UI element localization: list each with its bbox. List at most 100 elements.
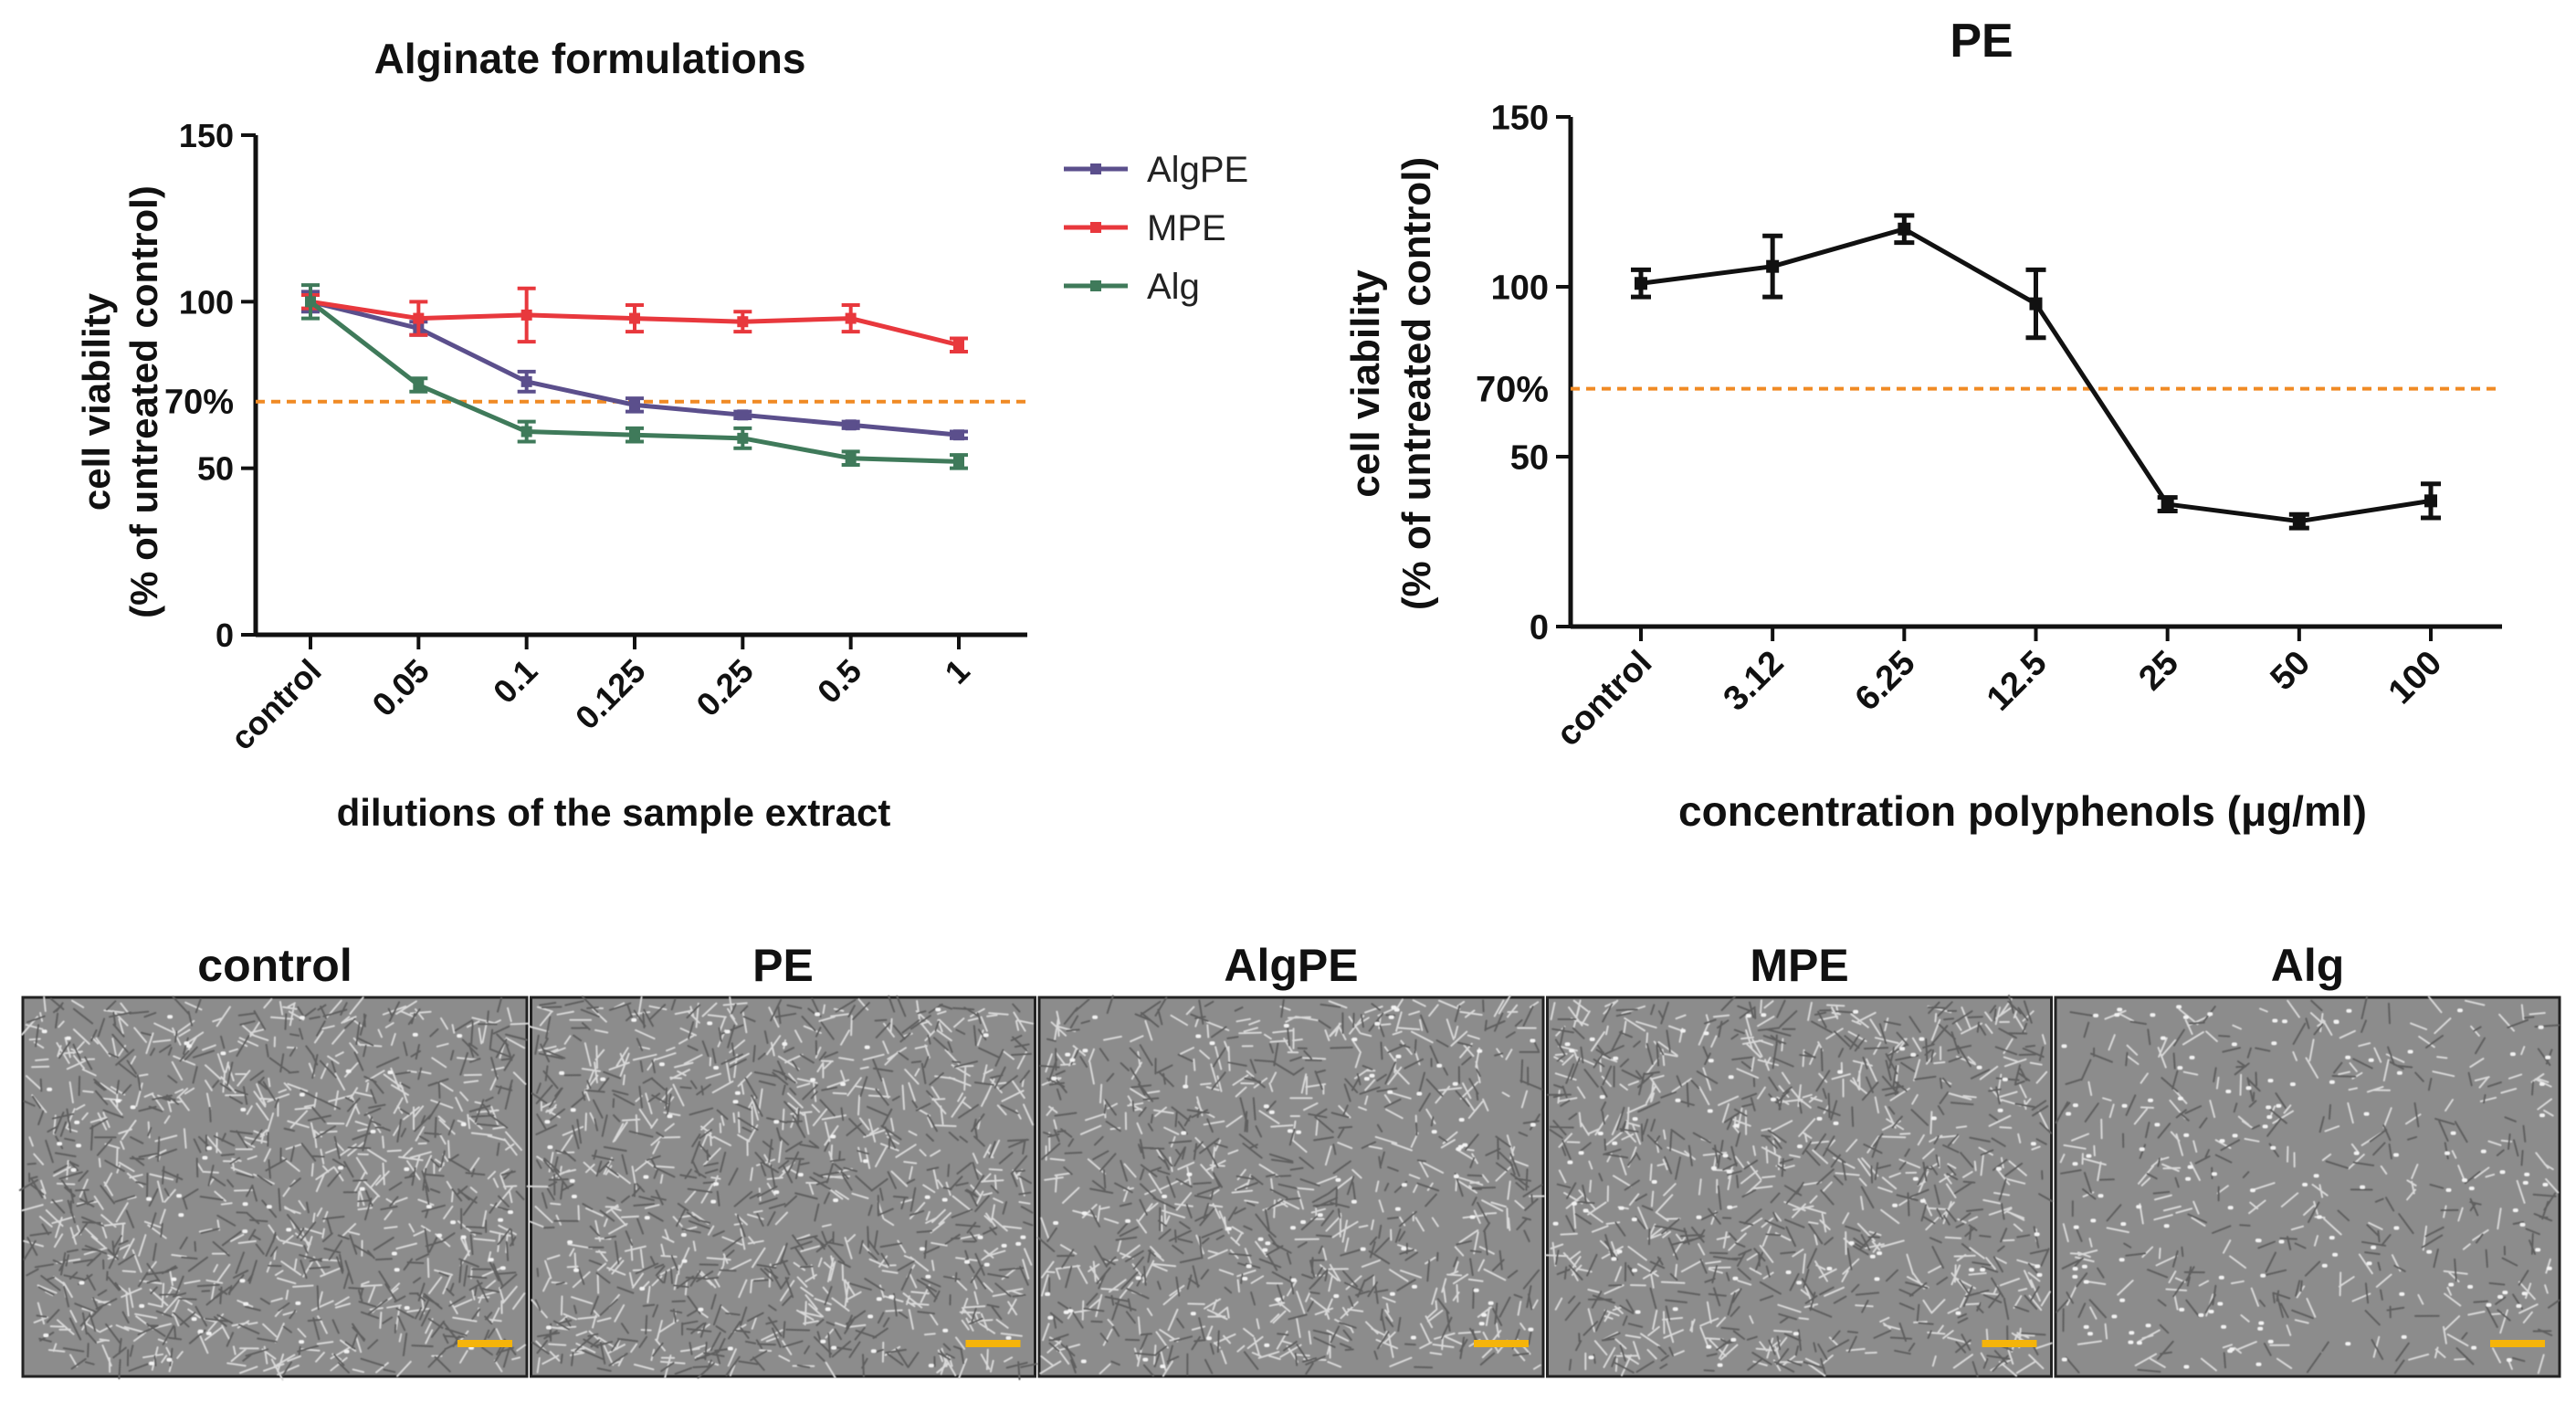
- alginate-threshold: 70%: [164, 384, 1027, 422]
- legend-label: AlgPE: [1147, 150, 1248, 190]
- pe-data-point: [2424, 494, 2437, 508]
- pe-x-tick-label: 25: [2131, 644, 2186, 699]
- alginate-legend: AlgPE MPE Alg: [1064, 150, 1248, 307]
- pe-chart-title: PE: [1950, 15, 2013, 68]
- alginate-y-label-line2: (% of untreated control): [122, 185, 165, 618]
- alginate-x-tick-label: 0.05: [364, 652, 436, 724]
- alginate-data-point: [953, 339, 964, 351]
- alginate-data-point: [629, 312, 640, 324]
- alginate-x-tick-label: 0.5: [810, 652, 868, 711]
- microscopy-panels: control PE AlgPE MPE Alg: [18, 940, 2561, 1381]
- alginate-data-point: [845, 419, 857, 431]
- pe-chart-x-label: concentration polyphenols (μg/ml): [1678, 787, 2367, 835]
- microscopy-panel-control: control: [18, 940, 529, 1381]
- legend-marker: [1090, 280, 1101, 291]
- alginate-data-point: [520, 309, 532, 321]
- cell-texture: [2055, 996, 2560, 1375]
- pe-data-point: [2029, 297, 2043, 311]
- pe-y-tick-label: 150: [1491, 100, 1549, 138]
- panel-title: control: [197, 940, 352, 991]
- alginate-y-tick-label: 50: [197, 450, 234, 488]
- alginate-y-label-line1: cell viability: [75, 292, 118, 511]
- cell-texture: [1037, 995, 1545, 1377]
- legend-item-algpe: AlgPE: [1064, 150, 1248, 190]
- scale-bar: [2490, 1340, 2545, 1347]
- alginate-threshold-label: 70%: [164, 384, 234, 422]
- micrograph: [530, 996, 1036, 1378]
- pe-data-point: [2161, 498, 2174, 511]
- pe-data-point: [1898, 222, 1911, 236]
- pe-x-tick-label: 6.25: [1848, 644, 1923, 719]
- microscopy-panel-pe: PE: [526, 940, 1037, 1381]
- scale-bar: [965, 1340, 1021, 1347]
- pe-data-point: [1766, 259, 1780, 273]
- alginate-series: [301, 283, 968, 470]
- cell-texture: [1545, 995, 2054, 1377]
- alginate-data-point: [413, 379, 425, 391]
- alginate-y-tick-label: 150: [179, 117, 234, 154]
- alginate-chart-y-label: cell viability (% of untreated control): [75, 185, 165, 618]
- alginate-chart-x-label: dilutions of the sample extract: [337, 791, 891, 834]
- alginate-x-tick-label: 1: [938, 652, 977, 691]
- pe-y-label-line2: (% of untreated control): [1394, 157, 1439, 610]
- panel-title: MPE: [1750, 940, 1848, 991]
- pe-series: [1631, 213, 2441, 531]
- alginate-data-point: [305, 296, 316, 308]
- legend-label: MPE: [1147, 208, 1226, 248]
- pe-y-label-line1: cell viability: [1343, 269, 1388, 498]
- pe-x-tick-label: 50: [2264, 644, 2318, 699]
- microscopy-panel-alg: Alg: [2054, 940, 2561, 1378]
- alginate-data-point: [737, 432, 749, 444]
- alginate-data-point: [413, 312, 425, 324]
- alginate-chart: Alginate formulations cell viability (% …: [75, 35, 1248, 834]
- alginate-x-tick-label: control: [223, 652, 328, 757]
- pe-axes: 0 50 100 150 control 3.12 6.25 12.5 25 50 100: [1491, 100, 2502, 754]
- scale-bar: [1474, 1340, 1529, 1347]
- panel-title: AlgPE: [1224, 940, 1358, 991]
- panel-title: Alg: [2271, 940, 2345, 991]
- legend-marker: [1090, 163, 1101, 174]
- legend-marker: [1090, 222, 1101, 233]
- pe-chart-y-label: cell viability (% of untreated control): [1343, 157, 1439, 610]
- pe-y-tick-label: 0: [1530, 609, 1549, 648]
- alginate-x-tick-label: 0.25: [689, 652, 761, 724]
- pe-series-pe: [1631, 213, 2441, 531]
- microscopy-panel-algpe: AlgPE: [1037, 940, 1545, 1378]
- cell-texture: [18, 996, 529, 1381]
- alginate-series-mpe: [301, 286, 968, 354]
- alginate-data-point: [520, 375, 532, 387]
- alginate-chart-title: Alginate formulations: [374, 35, 806, 82]
- alginate-data-point: [737, 316, 749, 328]
- pe-threshold-label: 70%: [1476, 369, 1549, 409]
- pe-data-point: [2292, 514, 2306, 528]
- pe-data-point: [1635, 277, 1647, 290]
- pe-y-tick-label: 100: [1491, 269, 1549, 308]
- alginate-y-tick-label: 100: [179, 283, 234, 321]
- alginate-data-point: [629, 429, 640, 441]
- legend-label: Alg: [1147, 267, 1200, 307]
- cell-texture: [526, 995, 1037, 1381]
- panel-title: PE: [752, 940, 814, 991]
- alginate-data-point: [737, 409, 749, 421]
- alginate-data-point: [953, 456, 964, 468]
- pe-y-tick-label: 50: [1510, 439, 1549, 478]
- alginate-series-alg: [301, 283, 968, 470]
- micrograph: [1546, 996, 2053, 1378]
- pe-chart: PE cell viability (% of untreated contro…: [1343, 15, 2502, 835]
- pe-x-tick-label: 12.5: [1980, 644, 2055, 719]
- alginate-axes: 0 50 100 150 control 0.05 0.1 0.125 0.25 0.5 1: [179, 117, 1027, 757]
- scale-bar: [457, 1340, 512, 1347]
- pe-x-tick-label: control: [1550, 644, 1660, 754]
- alginate-x-tick-label: 0.125: [568, 652, 653, 737]
- alginate-y-tick-label: 0: [216, 617, 234, 654]
- pe-x-tick-label: 3.12: [1717, 644, 1792, 719]
- micrograph: [2054, 996, 2561, 1378]
- alginate-x-tick-label: 0.1: [486, 652, 544, 711]
- legend-item-mpe: MPE: [1064, 208, 1226, 248]
- alginate-data-point: [845, 312, 857, 324]
- pe-threshold: 70%: [1476, 369, 2502, 409]
- alginate-data-point: [629, 399, 640, 411]
- legend-item-alg: Alg: [1064, 267, 1200, 307]
- scale-bar: [1982, 1340, 2037, 1347]
